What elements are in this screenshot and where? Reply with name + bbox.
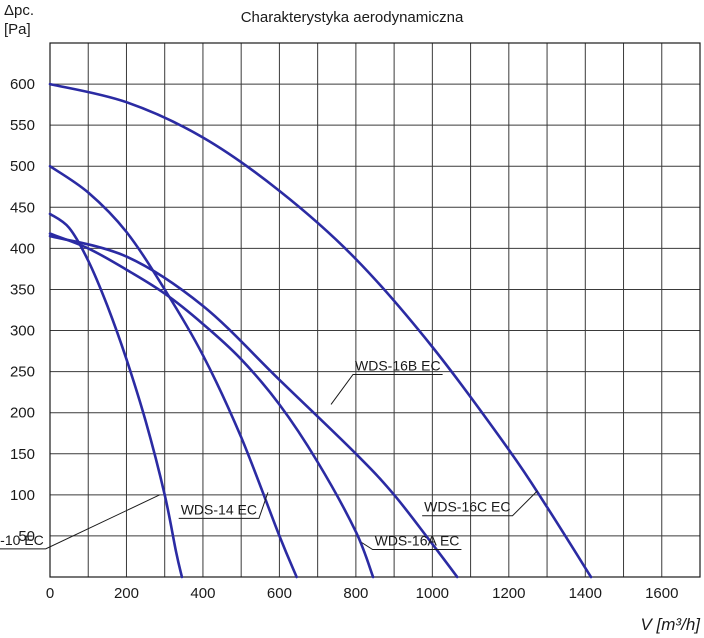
x-tick-label: 1000: [416, 585, 449, 602]
y-tick-label: 450: [10, 199, 35, 216]
callout-wds-16c-ec: WDS-16C EC: [424, 499, 510, 515]
y-tick-label: 200: [10, 405, 35, 422]
x-tick-label: 1200: [492, 585, 525, 602]
y-axis-unit: [Pa]: [4, 21, 31, 38]
y-tick-label: 500: [10, 158, 35, 175]
y-tick-label: 100: [10, 487, 35, 504]
x-tick-label: 400: [190, 585, 215, 602]
x-tick-label: 800: [343, 585, 368, 602]
y-tick-label: 600: [10, 76, 35, 93]
callout-leader-wds-16c-ec: [422, 490, 538, 517]
curve-wds-16b-ec: [48, 234, 459, 579]
x-tick-label: 1600: [645, 585, 678, 602]
x-ticks: 0 200 400 600 800 1000 1200 1400 1600: [46, 585, 679, 602]
y-axis-symbol: Δpc.: [4, 2, 34, 19]
y-tick-label: 550: [10, 117, 35, 134]
x-axis-label: V [m³/h]: [640, 615, 701, 634]
curve-wds-16a-ec: [48, 232, 375, 579]
callout-leader-wds-10-ec: [0, 494, 160, 550]
y-tick-label: 250: [10, 364, 35, 381]
callout-wds-10-ec: WDS-10 EC: [0, 532, 44, 548]
x-tick-label: 200: [114, 585, 139, 602]
callout-wds-16a-ec: WDS-16A EC: [375, 532, 460, 548]
callout-leader-wds-16a-ec: [361, 542, 462, 550]
y-tick-label: 350: [10, 281, 35, 298]
callout-leader-wds-16b-ec: [330, 373, 443, 405]
curves: [48, 82, 593, 579]
x-tick-label: 0: [46, 585, 54, 602]
callouts: WDS-10 EC WDS-14 EC WDS-16A EC WDS-16B EC WD…: [0, 357, 538, 550]
plot-frame: [49, 42, 701, 578]
y-tick-label: 50: [18, 528, 35, 545]
x-tick-label: 600: [267, 585, 292, 602]
y-tick-label: 300: [10, 323, 35, 340]
curve-wds-14-ec: [48, 164, 298, 579]
curve-wds-10-ec: [48, 212, 184, 579]
x-tick-label: 1400: [569, 585, 602, 602]
callout-leader-wds-14-ec: [178, 492, 269, 519]
callout-wds-16b-ec: WDS-16B EC: [355, 357, 441, 373]
curve-wds-16c-ec: [48, 82, 593, 579]
chart-title: Charakterystyka aerodynamiczna: [241, 9, 464, 26]
grid: [49, 42, 701, 578]
callout-wds-14-ec: WDS-14 EC: [181, 501, 257, 517]
y-tick-label: 150: [10, 446, 35, 463]
y-tick-label: 400: [10, 240, 35, 257]
y-ticks: 50 100 150 200 250 300 350 400 450 500 550 600: [10, 76, 35, 545]
